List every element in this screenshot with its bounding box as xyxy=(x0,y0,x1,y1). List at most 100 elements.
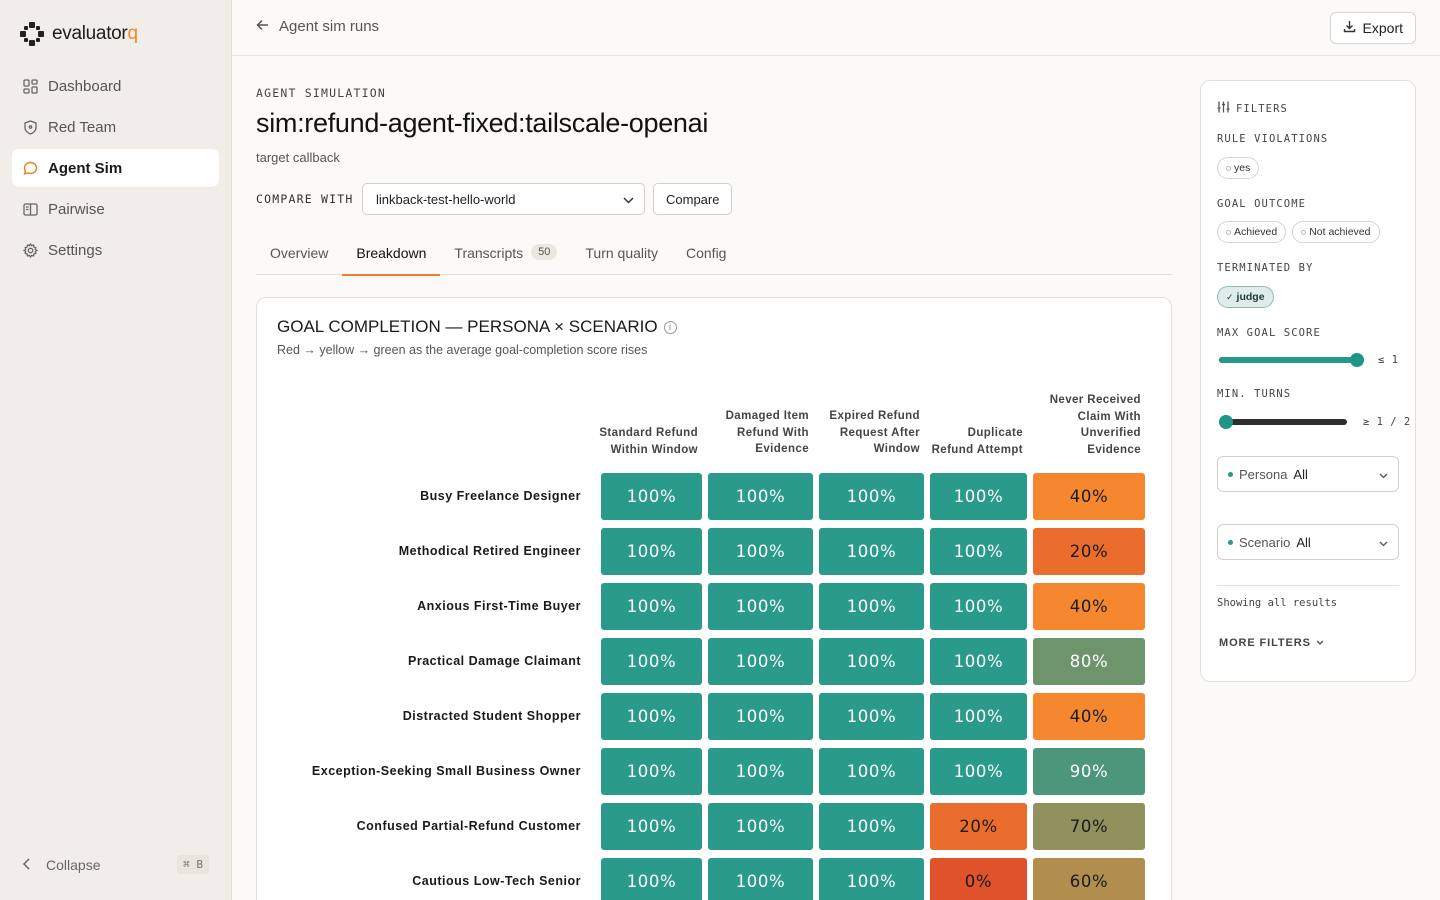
collapse-sidebar-button[interactable]: Collapse ⌘ B xyxy=(12,852,219,878)
topbar: Agent sim runs Export xyxy=(232,0,1440,56)
heatmap-cell[interactable]: 100% xyxy=(601,693,702,740)
sidebar-item-dashboard[interactable]: Dashboard xyxy=(12,67,219,105)
heatmap-cell[interactable]: 100% xyxy=(930,528,1027,575)
persona-dropdown[interactable]: Persona All xyxy=(1217,456,1399,492)
heatmap-row-label: Cautious Low-Tech Senior xyxy=(412,874,581,888)
chat-bubble-icon xyxy=(22,160,38,176)
logo-mark-icon xyxy=(20,22,44,46)
heatmap-cell[interactable]: 100% xyxy=(708,693,813,740)
heatmap-cell[interactable]: 100% xyxy=(819,583,924,630)
heatmap-cell[interactable]: 100% xyxy=(601,528,702,575)
slider-thumb[interactable] xyxy=(1350,353,1364,367)
tab-transcripts[interactable]: Transcripts 50 xyxy=(440,239,571,275)
grid-icon xyxy=(22,78,38,94)
sidebar-item-red-team[interactable]: Red Team xyxy=(12,108,219,146)
tab-label: Overview xyxy=(270,245,329,261)
compare-select[interactable]: linkback-test-hello-world xyxy=(362,183,645,215)
page-subtitle: target callback xyxy=(256,150,340,165)
chevron-down-icon xyxy=(1316,637,1324,649)
sidebar-item-pairwise[interactable]: Pairwise xyxy=(12,190,219,228)
divider xyxy=(1217,585,1399,586)
card-title: GOAL COMPLETION — PERSONA × SCENARIO i xyxy=(277,317,677,337)
back-link[interactable]: Agent sim runs xyxy=(256,18,379,35)
card-subtitle: Red → yellow → green as the average goal… xyxy=(277,343,648,357)
heatmap-cell[interactable]: 100% xyxy=(819,858,924,900)
filters-heading: FILTERS xyxy=(1217,100,1288,118)
compare-row: COMPARE WITH linkback-test-hello-world C… xyxy=(256,183,733,215)
heatmap-cell[interactable]: 100% xyxy=(930,583,1027,630)
tab-breakdown[interactable]: Breakdown xyxy=(342,239,441,276)
heatmap-cell[interactable]: 40% xyxy=(1033,693,1145,740)
tab-turn-quality[interactable]: Turn quality xyxy=(571,239,672,275)
shield-icon xyxy=(22,119,38,135)
heatmap-cell[interactable]: 100% xyxy=(708,858,813,900)
heatmap-cell[interactable]: 100% xyxy=(601,748,702,795)
heatmap-cell[interactable]: 100% xyxy=(930,693,1027,740)
heatmap-cell[interactable]: 100% xyxy=(930,638,1027,685)
heatmap-cell[interactable]: 70% xyxy=(1033,803,1145,850)
heatmap-cell[interactable]: 20% xyxy=(930,803,1027,850)
more-filters-button[interactable]: MORE FILTERS xyxy=(1219,637,1324,649)
tab-overview[interactable]: Overview xyxy=(256,239,342,275)
slider-track xyxy=(1219,419,1347,425)
heatmap-column-header: Duplicate Refund Attempt xyxy=(931,427,1023,456)
heatmap-cell[interactable]: 100% xyxy=(930,473,1027,520)
columns-icon xyxy=(22,201,38,217)
heatmap-cell[interactable]: 100% xyxy=(819,638,924,685)
radio-dot-icon xyxy=(1301,229,1307,235)
chip-label: judge xyxy=(1236,291,1265,303)
heatmap-cell[interactable]: 100% xyxy=(819,693,924,740)
chip-yes[interactable]: yes xyxy=(1217,157,1260,179)
chevron-down-icon xyxy=(1379,467,1388,482)
heatmap-cell[interactable]: 80% xyxy=(1033,638,1145,685)
heatmap-cell[interactable]: 0% xyxy=(930,858,1027,900)
heatmap-cell[interactable]: 60% xyxy=(1033,858,1145,900)
heatmap-cell[interactable]: 100% xyxy=(601,473,702,520)
heatmap-cell[interactable]: 100% xyxy=(708,528,813,575)
slider-fill xyxy=(1219,357,1357,363)
sidebar-item-settings[interactable]: Settings xyxy=(12,231,219,269)
gear-icon xyxy=(22,242,38,258)
heatmap-cell[interactable]: 20% xyxy=(1033,528,1145,575)
heatmap-cell[interactable]: 100% xyxy=(819,803,924,850)
heatmap-row-label: Distracted Student Shopper xyxy=(402,709,581,723)
sidebar-item-label: Agent Sim xyxy=(48,159,123,177)
slider-thumb[interactable] xyxy=(1219,415,1233,429)
sidebar-item-agent-sim[interactable]: Agent Sim xyxy=(12,149,219,187)
filters-panel: FILTERS RULE VIOLATIONS yes GOAL OUTCOME… xyxy=(1200,80,1416,682)
compare-button[interactable]: Compare xyxy=(653,183,733,215)
heatmap-row-label: Busy Freelance Designer xyxy=(420,489,581,503)
heatmap-cell[interactable]: 40% xyxy=(1033,583,1145,630)
export-button[interactable]: Export xyxy=(1329,12,1416,44)
chip-label: yes xyxy=(1234,162,1251,174)
logo[interactable]: evaluatorq xyxy=(20,22,138,46)
chevron-left-icon xyxy=(22,857,32,873)
heatmap-cell[interactable]: 100% xyxy=(930,748,1027,795)
heatmap-cell[interactable]: 100% xyxy=(601,858,702,900)
heatmap-cell[interactable]: 100% xyxy=(601,803,702,850)
heatmap-cell[interactable]: 100% xyxy=(708,583,813,630)
heatmap-cell[interactable]: 90% xyxy=(1033,748,1145,795)
scenario-dropdown[interactable]: Scenario All xyxy=(1217,524,1399,560)
heatmap-cell[interactable]: 100% xyxy=(708,473,813,520)
heatmap-cell[interactable]: 100% xyxy=(601,638,702,685)
heatmap-cell[interactable]: 40% xyxy=(1033,473,1145,520)
heatmap-cell[interactable]: 100% xyxy=(819,528,924,575)
chip-judge[interactable]: ✓ judge xyxy=(1217,286,1274,308)
tab-config[interactable]: Config xyxy=(672,239,740,275)
heatmap-cell[interactable]: 100% xyxy=(708,638,813,685)
info-icon[interactable]: i xyxy=(663,320,677,334)
max-goal-score-value: ≤ 1 xyxy=(1378,354,1399,366)
filters-heading-label: FILTERS xyxy=(1236,103,1288,115)
min-turns-slider[interactable] xyxy=(1219,415,1347,429)
sidebar-nav: Dashboard Red Team Agent Sim Pairwise Se… xyxy=(12,67,219,272)
tab-bar: Overview Breakdown Transcripts 50 Turn qu… xyxy=(256,239,1172,276)
heatmap-cell[interactable]: 100% xyxy=(708,748,813,795)
chip-achieved[interactable]: Achieved xyxy=(1217,221,1287,243)
heatmap-cell[interactable]: 100% xyxy=(601,583,702,630)
heatmap-cell[interactable]: 100% xyxy=(819,473,924,520)
heatmap-cell[interactable]: 100% xyxy=(819,748,924,795)
chip-not-achieved[interactable]: Not achieved xyxy=(1292,221,1380,243)
heatmap-cell[interactable]: 100% xyxy=(708,803,813,850)
max-goal-score-slider[interactable] xyxy=(1219,353,1364,367)
